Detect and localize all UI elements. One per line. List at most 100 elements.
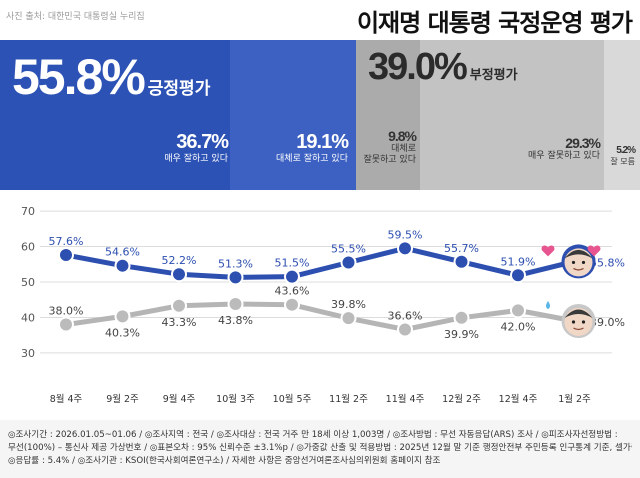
very-bad-band: [420, 40, 604, 190]
segment-value: 19.1%: [296, 131, 349, 153]
negative-total-label: 부정평가: [469, 68, 518, 83]
y-tick-label: 30: [21, 347, 35, 360]
positive-point: [58, 247, 74, 264]
negative-data-label: 36.6%: [388, 310, 423, 323]
negative-avatar-hair: [564, 309, 593, 318]
segment-unknown: 5.2% 잘 모름: [610, 145, 636, 167]
negative-data-label: 39.8%: [331, 298, 366, 311]
segment-value: 36.7%: [176, 131, 229, 153]
negative-avatar-mouth: [573, 327, 584, 331]
positive-avatar-mouth: [573, 267, 584, 271]
x-tick-label: 10월 3주: [216, 393, 255, 405]
heart-icon: [587, 245, 601, 257]
segment-label: 잘 모름: [610, 157, 635, 166]
x-tick-label: 1월 2주: [558, 393, 591, 405]
positive-data-label: 54.6%: [105, 246, 140, 259]
negative-data-label: 39.9%: [444, 328, 479, 341]
negative-data-label: 38.0%: [49, 305, 84, 318]
segment-value: 29.3%: [565, 135, 601, 151]
segment-fairly-good: 19.1% 대체로 잘하고 있다: [276, 131, 349, 165]
y-tick-label: 60: [21, 241, 35, 254]
positive-data-label: 57.6%: [49, 235, 84, 248]
negative-data-label: 43.3%: [162, 316, 197, 329]
negative-point: [453, 309, 470, 326]
footnote-line: ◎조사기간 : 2026.01.05~01.06 / ◎조사지역 : 전국 / …: [8, 430, 618, 440]
negative-point: [114, 308, 131, 325]
negative-point: [397, 321, 413, 338]
negative-point: [510, 302, 526, 319]
x-tick-label: 8월 4주: [50, 393, 83, 405]
footnote-line: 무선(100%) – 통신사 제공 가상번호 / ◎표본오차 : 95% 신뢰수…: [8, 443, 632, 453]
positive-point: [284, 268, 300, 285]
fairly-good-band: [230, 40, 356, 190]
heart-icon: [541, 245, 555, 257]
sweat-drop-icon: [546, 301, 550, 309]
very-good-band: [0, 40, 230, 190]
x-tick-label: 12월 2주: [442, 393, 481, 405]
segment-label: 매우 잘하고 있다: [164, 154, 228, 164]
positive-data-label: 55.5%: [331, 243, 366, 256]
survey-footnote: ◎조사기간 : 2026.01.05~01.06 / ◎조사지역 : 전국 / …: [0, 420, 640, 478]
negative-data-label: 43.8%: [218, 314, 253, 327]
x-tick-label: 11월 4주: [386, 393, 425, 405]
photo-source: 사진 출처: 대한민국 대통령실 누리집: [6, 12, 145, 22]
negative-point: [227, 295, 244, 312]
positive-series-line: [63, 245, 577, 280]
negative-avatar-eye: [571, 320, 576, 324]
negative-data-label: 40.3%: [105, 326, 140, 339]
x-tick-label: 12월 4주: [499, 393, 538, 405]
positive-avatar-eye: [571, 260, 576, 265]
positive-point: [171, 266, 187, 283]
negative-series-line: [63, 301, 577, 333]
negative-point: [340, 310, 357, 327]
positive-total: 55.8% 긍정평가: [12, 48, 210, 106]
positive-point: [510, 267, 526, 284]
positive-data-label: 55.7%: [444, 242, 479, 255]
segment-label: 매우 잘못하고 있다: [528, 151, 600, 161]
y-tick-label: 50: [21, 276, 35, 289]
positive-total-label: 긍정평가: [147, 79, 211, 99]
negative-avatar-eye: [581, 320, 586, 324]
positive-data-label: 55.8%: [590, 256, 625, 269]
segment-value: 9.8%: [388, 128, 417, 144]
x-tick-label: 11월 2주: [329, 393, 368, 405]
positive-avatar-hair: [564, 249, 593, 259]
positive-data-label: 51.3%: [218, 257, 253, 270]
segment-value: 5.2%: [616, 145, 636, 156]
negative-point: [58, 316, 74, 333]
negative-data-label: 42.0%: [501, 320, 536, 333]
negative-point: [284, 296, 300, 313]
negative-total-value: 39.0%: [368, 46, 468, 88]
x-tick-label: 9월 4주: [163, 393, 196, 405]
positive-avatar-eye: [581, 260, 586, 265]
approval-line-chart: 30 40 50 60 70 8월 4주 9월 2주 9월 4주 10월 3주 10월 5주 11월…: [21, 205, 625, 405]
segment-label: 잘못하고 있다: [363, 155, 416, 165]
footnote-line: ◎응답률 : 5.4% / ◎조사기관 : KSOI(한국사회여론연구소) / …: [8, 456, 441, 466]
segment-very-bad: 29.3% 매우 잘못하고 있다: [528, 135, 601, 162]
positive-point: [340, 254, 357, 271]
x-tick-label: 10월 5주: [273, 393, 312, 405]
negative-total: 39.0% 부정평가: [368, 46, 518, 89]
segment-label: 대체로: [391, 144, 416, 154]
segment-very-good: 36.7% 매우 잘하고 있다: [164, 131, 229, 165]
segment-fairly-bad: 9.8% 대체로 잘못하고 있다: [363, 128, 417, 166]
positive-data-label: 59.5%: [388, 228, 423, 241]
positive-data-label: 52.2%: [162, 254, 197, 267]
unknown-band: [604, 40, 640, 190]
y-tick-label: 40: [21, 311, 35, 324]
negative-data-label: 43.6%: [275, 285, 310, 298]
positive-point: [114, 257, 131, 274]
negative-point: [171, 297, 187, 314]
positive-point: [227, 269, 244, 286]
segment-label: 대체로 잘하고 있다: [276, 154, 348, 164]
y-tick-label: 70: [21, 205, 35, 218]
x-tick-label: 9월 2주: [106, 393, 139, 405]
fairly-bad-band: [356, 40, 420, 190]
positive-point: [397, 240, 413, 257]
negative-data-label: 39.0%: [590, 316, 625, 329]
positive-data-label: 51.5%: [275, 257, 310, 270]
top-bar: 사진 출처: 대한민국 대통령실 누리집 이재명 대통령 국정운영 평가: [0, 0, 640, 40]
positive-total-value: 55.8%: [12, 49, 146, 105]
positive-point: [453, 253, 470, 270]
page-title: 이재명 대통령 국정운영 평가: [356, 9, 633, 37]
